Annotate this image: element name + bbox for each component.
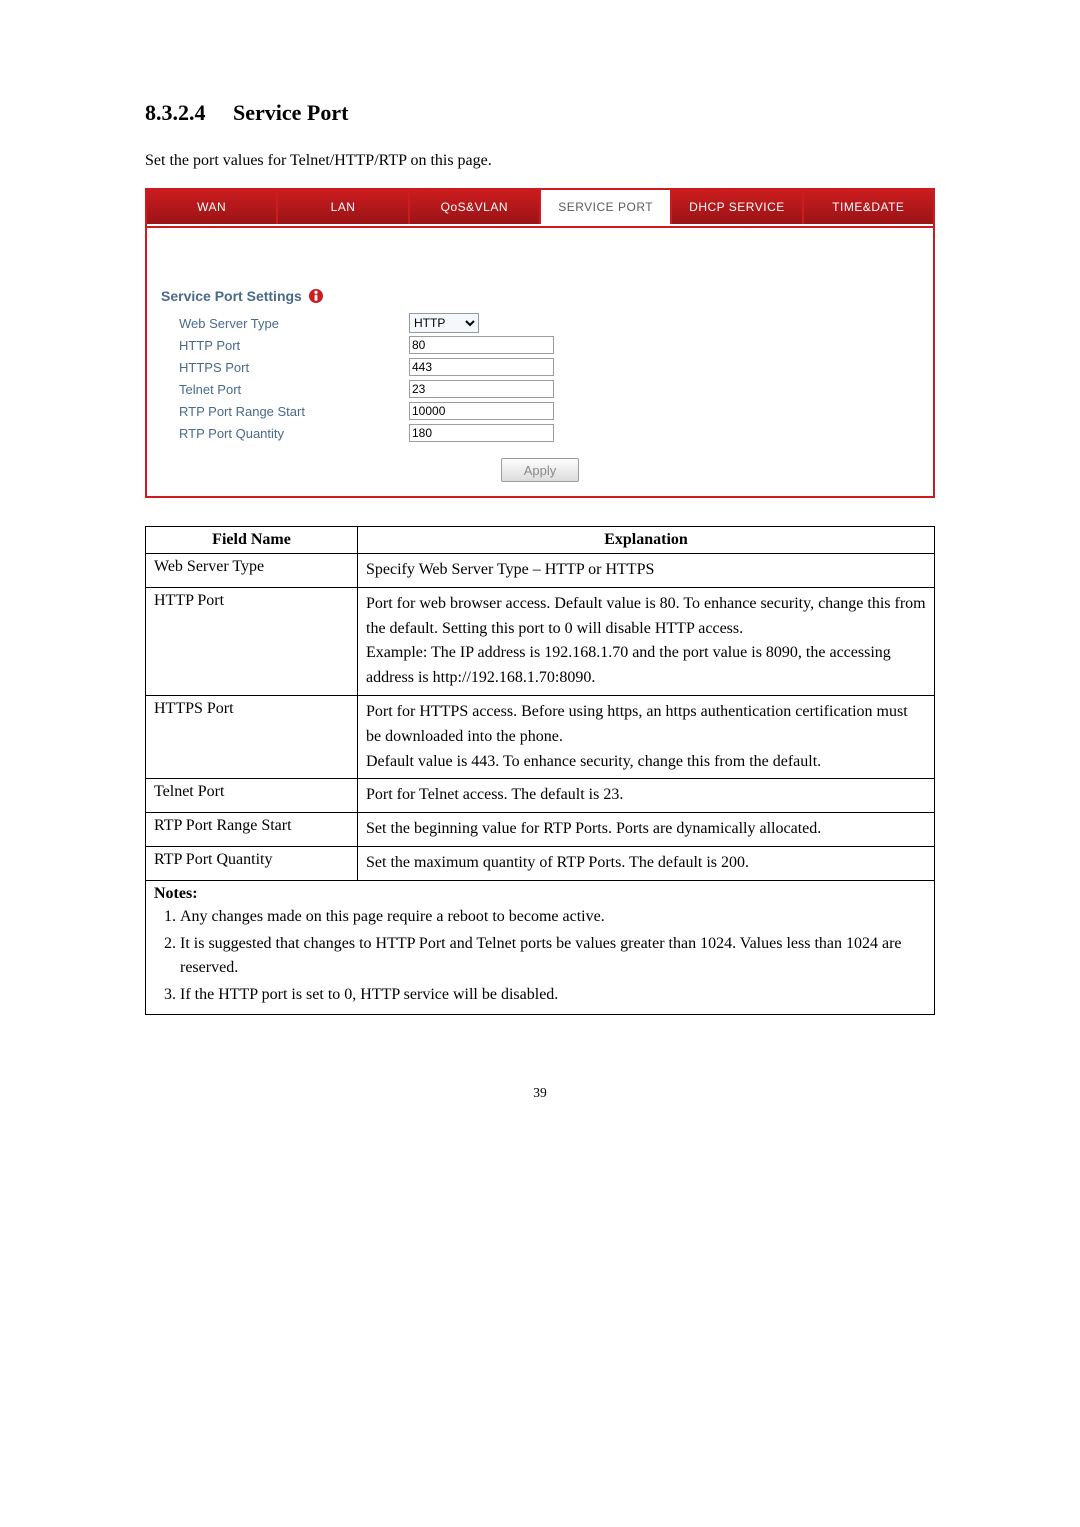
select-web-server-type[interactable]: HTTP <box>409 313 479 333</box>
cell-explanation: Port for HTTPS access. Before using http… <box>358 695 935 778</box>
info-icon[interactable] <box>308 288 324 304</box>
tab-dhcp-service[interactable]: DHCP SERVICE <box>672 190 803 224</box>
apply-row: Apply <box>159 458 921 482</box>
section-heading: 8.3.2.4 Service Port <box>145 100 935 126</box>
input-rtp-qty[interactable] <box>409 424 554 442</box>
row-rtp-start: RTP Port Range Start <box>159 400 921 422</box>
explanation-table: Field Name Explanation Web Server TypeSp… <box>145 526 935 1015</box>
table-row: HTTP PortPort for web browser access. De… <box>146 587 935 695</box>
cell-field: RTP Port Range Start <box>146 813 358 847</box>
tab-lan[interactable]: LAN <box>278 190 409 224</box>
apply-button[interactable]: Apply <box>501 458 579 482</box>
row-telnet-port: Telnet Port <box>159 378 921 400</box>
cell-field: RTP Port Quantity <box>146 846 358 880</box>
cell-field: Web Server Type <box>146 554 358 588</box>
input-telnet-port[interactable] <box>409 380 554 398</box>
notes-list: Any changes made on this page require a … <box>154 905 926 1008</box>
input-http-port[interactable] <box>409 336 554 354</box>
label-web-server-type: Web Server Type <box>179 316 409 331</box>
input-https-port[interactable] <box>409 358 554 376</box>
table-row: HTTPS PortPort for HTTPS access. Before … <box>146 695 935 778</box>
notes-title: Notes: <box>154 885 926 903</box>
cell-field: HTTP Port <box>146 587 358 695</box>
panel-body: Service Port Settings Web Server Type HT… <box>147 228 933 496</box>
tab-bar: WAN LAN QoS&VLAN SERVICE PORT DHCP SERVI… <box>147 190 933 228</box>
label-rtp-start: RTP Port Range Start <box>179 404 409 419</box>
th-explanation: Explanation <box>358 527 935 554</box>
heading-title: Service Port <box>233 100 348 125</box>
cell-explanation: Port for web browser access. Default val… <box>358 587 935 695</box>
intro-text: Set the port values for Telnet/HTTP/RTP … <box>145 152 935 170</box>
input-rtp-start[interactable] <box>409 402 554 420</box>
table-row: Telnet PortPort for Telnet access. The d… <box>146 779 935 813</box>
row-http-port: HTTP Port <box>159 334 921 356</box>
table-row: RTP Port Range StartSet the beginning va… <box>146 813 935 847</box>
cell-field: HTTPS Port <box>146 695 358 778</box>
label-rtp-qty: RTP Port Quantity <box>179 426 409 441</box>
label-telnet-port: Telnet Port <box>179 382 409 397</box>
notes-item: Any changes made on this page require a … <box>180 905 926 930</box>
heading-number: 8.3.2.4 <box>145 100 206 125</box>
cell-field: Telnet Port <box>146 779 358 813</box>
row-https-port: HTTPS Port <box>159 356 921 378</box>
tab-wan[interactable]: WAN <box>147 190 278 224</box>
label-http-port: HTTP Port <box>179 338 409 353</box>
cell-explanation: Port for Telnet access. The default is 2… <box>358 779 935 813</box>
notes-item: It is suggested that changes to HTTP Por… <box>180 932 926 982</box>
tab-service-port[interactable]: SERVICE PORT <box>541 190 672 224</box>
row-web-server-type: Web Server Type HTTP <box>159 312 921 334</box>
cell-explanation: Set the beginning value for RTP Ports. P… <box>358 813 935 847</box>
notes-item: If the HTTP port is set to 0, HTTP servi… <box>180 983 926 1008</box>
section-title: Service Port Settings <box>159 288 921 304</box>
service-port-panel: WAN LAN QoS&VLAN SERVICE PORT DHCP SERVI… <box>145 188 935 498</box>
row-rtp-qty: RTP Port Quantity <box>159 422 921 444</box>
th-field-name: Field Name <box>146 527 358 554</box>
tab-qosvlan[interactable]: QoS&VLAN <box>410 190 541 224</box>
cell-explanation: Specify Web Server Type – HTTP or HTTPS <box>358 554 935 588</box>
label-https-port: HTTPS Port <box>179 360 409 375</box>
tab-time-date[interactable]: TIME&DATE <box>804 190 933 224</box>
notes-cell: Notes: Any changes made on this page req… <box>146 880 935 1014</box>
section-title-text: Service Port Settings <box>161 288 302 304</box>
table-row: RTP Port QuantitySet the maximum quantit… <box>146 846 935 880</box>
cell-explanation: Set the maximum quantity of RTP Ports. T… <box>358 846 935 880</box>
table-row: Web Server TypeSpecify Web Server Type –… <box>146 554 935 588</box>
page-number: 39 <box>145 1085 935 1101</box>
